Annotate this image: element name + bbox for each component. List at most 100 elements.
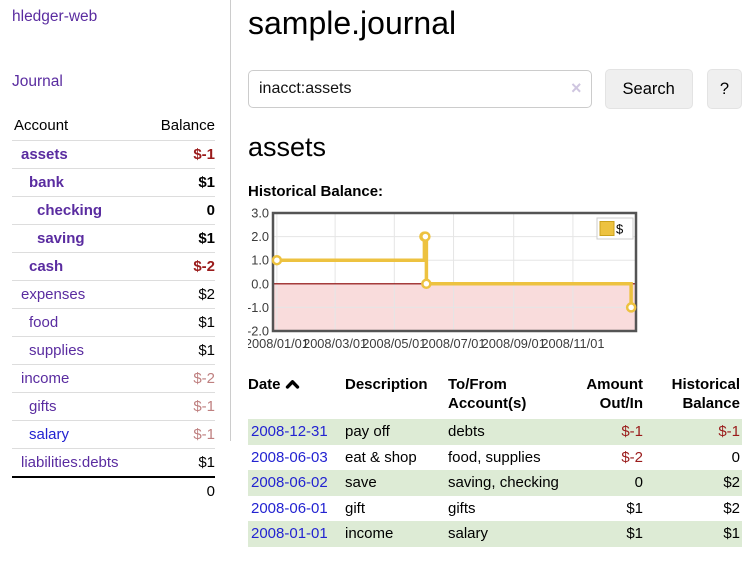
- data-point-marker: [271, 254, 283, 266]
- x-tick-label: 2008/05/01: [362, 336, 426, 351]
- transaction-accounts: gifts: [448, 499, 476, 517]
- transaction-row: 2008-06-02 save saving, checking 0 $2: [248, 470, 742, 496]
- page-title: sample.journal: [248, 5, 457, 41]
- account-balance: $1: [146, 168, 215, 197]
- header-amount: Amount Out/In: [586, 376, 643, 412]
- app-title: hledger-web: [12, 8, 230, 26]
- search-button[interactable]: Search: [604, 69, 693, 109]
- account-balance: $-1: [146, 392, 215, 421]
- x-tick-label: 2008/11/01: [541, 336, 604, 351]
- account-balance: $1: [146, 448, 215, 477]
- account-row: expenses $2: [12, 280, 215, 309]
- account-link[interactable]: salary: [29, 426, 70, 443]
- transaction-amount: $-2: [621, 448, 643, 466]
- transaction-description: gift: [345, 499, 366, 517]
- transaction-amount: $1: [626, 499, 643, 517]
- account-link[interactable]: food: [29, 314, 59, 331]
- account-link[interactable]: bank: [29, 174, 65, 191]
- accounts-header-account: Account: [14, 117, 69, 134]
- transaction-accounts: saving, checking: [448, 470, 560, 496]
- clear-search-icon[interactable]: ×: [571, 78, 582, 98]
- transaction-description: save: [345, 470, 448, 496]
- account-link[interactable]: checking: [37, 202, 103, 219]
- account-balance: $-2: [146, 252, 215, 281]
- plot-border: [271, 211, 638, 333]
- nav-journal: Journal: [12, 73, 230, 91]
- transaction-balance: $2: [643, 470, 742, 496]
- account-balance: $-2: [146, 364, 215, 393]
- chart-box: 3.0 2.0 1.0 0.0 -1.0 -2.0 2008/01/01 2008/03/01…: [245, 205, 742, 359]
- y-tick-label: 2.0: [251, 229, 269, 244]
- transaction-amount: $-1: [560, 419, 643, 445]
- header-description: Description: [345, 376, 428, 393]
- app-title-link[interactable]: hledger-web: [12, 8, 98, 25]
- y-tick-label: 1.0: [251, 253, 269, 268]
- account-row: liabilities:debts $1: [12, 448, 215, 477]
- y-tick-label: 0.0: [251, 276, 269, 291]
- accounts-header-row: Account Balance: [12, 112, 215, 141]
- transaction-date-link[interactable]: 2008-12-31: [251, 423, 328, 440]
- account-link[interactable]: income: [21, 370, 70, 387]
- account-row: bank $1: [12, 168, 215, 197]
- account-balance: $-1: [146, 140, 215, 169]
- journal-link[interactable]: Journal: [12, 73, 63, 90]
- account-row: income $-2: [12, 364, 215, 393]
- search-input[interactable]: [248, 70, 592, 108]
- transaction-balance: $1: [643, 521, 742, 547]
- transaction-description: pay off: [345, 419, 448, 445]
- account-balance: 0: [146, 196, 215, 225]
- x-tick-label: 2008/07/01: [421, 336, 485, 351]
- chart-label: Historical Balance:: [248, 183, 384, 200]
- search-input-wrap: ×: [248, 70, 592, 108]
- account-balance: $1: [146, 308, 215, 337]
- account-link[interactable]: assets: [21, 146, 68, 163]
- legend-label: $: [616, 222, 624, 237]
- transaction-balance: 0: [731, 448, 740, 466]
- header-accounts: To/From Account(s): [448, 376, 527, 412]
- y-tick-label: -1.0: [248, 300, 269, 315]
- sort-ascending-icon: [285, 376, 300, 395]
- account-row: cash $-2: [12, 252, 215, 281]
- account-link[interactable]: supplies: [29, 342, 85, 359]
- account-row: salary $-1: [12, 420, 215, 449]
- transaction-row: 2008-01-01 income salary $1 $1: [248, 521, 742, 547]
- transactions-table: Date Description To/From Account(s) Amou…: [248, 373, 742, 547]
- legend-swatch: [599, 221, 615, 236]
- account-heading: assets: [248, 132, 327, 162]
- transactions-header-row: Date Description To/From Account(s) Amou…: [248, 373, 742, 419]
- account-balance: $1: [146, 224, 215, 253]
- account-link[interactable]: gifts: [29, 398, 57, 415]
- account-link[interactable]: saving: [37, 230, 85, 247]
- transaction-date-link[interactable]: 2008-06-03: [251, 448, 328, 466]
- account-balance: $1: [146, 336, 215, 365]
- x-tick-label: 2008/03/01: [303, 336, 367, 351]
- search-form: × Search ?: [248, 69, 742, 109]
- x-tick-label: 2008/01/01: [248, 336, 309, 351]
- account-link[interactable]: expenses: [21, 286, 86, 303]
- accounts-table: Account Balance assets $-1 bank $1 check…: [12, 112, 215, 505]
- y-tick-label: -2.0: [248, 324, 269, 339]
- accounts-total: 0: [146, 476, 215, 505]
- transaction-accounts: salary: [448, 521, 560, 547]
- account-link[interactable]: liabilities:debts: [21, 454, 119, 471]
- transaction-date-link[interactable]: 2008-01-01: [251, 525, 328, 542]
- historical-balance-chart: 3.0 2.0 1.0 0.0 -1.0 -2.02008/01/012008/03/01…: [245, 206, 638, 351]
- transaction-balance: $-1: [643, 419, 742, 445]
- account-row: checking 0: [12, 196, 215, 225]
- transaction-date-link[interactable]: 2008-06-02: [251, 474, 328, 491]
- transaction-row: 2008-06-01 gift gifts $1 $2: [248, 496, 742, 522]
- transaction-date-link[interactable]: 2008-06-01: [251, 499, 328, 517]
- transaction-amount: 0: [560, 470, 643, 496]
- transaction-description: eat & shop: [345, 448, 417, 466]
- help-button[interactable]: ?: [706, 69, 742, 109]
- header-date[interactable]: Date: [248, 373, 345, 419]
- account-balance: $-1: [146, 420, 215, 449]
- header-balance: Historical Balance: [671, 376, 740, 412]
- transaction-accounts: debts: [448, 419, 560, 445]
- accounts-header-balance: Balance: [160, 117, 215, 134]
- account-balance: $2: [146, 280, 215, 309]
- data-point-marker: [625, 302, 637, 313]
- account-link[interactable]: cash: [29, 258, 64, 275]
- account-row: saving $1: [12, 224, 215, 253]
- transaction-accounts: food, supplies: [448, 448, 541, 466]
